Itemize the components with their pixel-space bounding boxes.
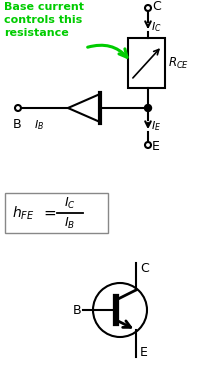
Circle shape: [144, 105, 152, 112]
Text: B: B: [13, 118, 21, 131]
Text: E: E: [152, 139, 160, 152]
Bar: [128, 38, 165, 88]
Text: E: E: [140, 345, 148, 358]
Text: C: C: [140, 262, 149, 275]
Text: $h_{FE}$: $h_{FE}$: [12, 204, 35, 222]
Text: $I_B$: $I_B$: [34, 118, 44, 132]
Text: =: =: [43, 206, 56, 220]
Text: $I_C$: $I_C$: [151, 20, 162, 34]
Text: B: B: [72, 303, 81, 316]
Bar: [5, 193, 108, 233]
Text: C: C: [152, 0, 161, 13]
Text: Base current
controls this
resistance: Base current controls this resistance: [4, 2, 84, 37]
Text: $I_E$: $I_E$: [151, 119, 161, 133]
Text: $R_{CE}$: $R_{CE}$: [168, 55, 189, 70]
Text: $I_B$: $I_B$: [64, 216, 76, 230]
Text: $I_C$: $I_C$: [64, 196, 76, 211]
